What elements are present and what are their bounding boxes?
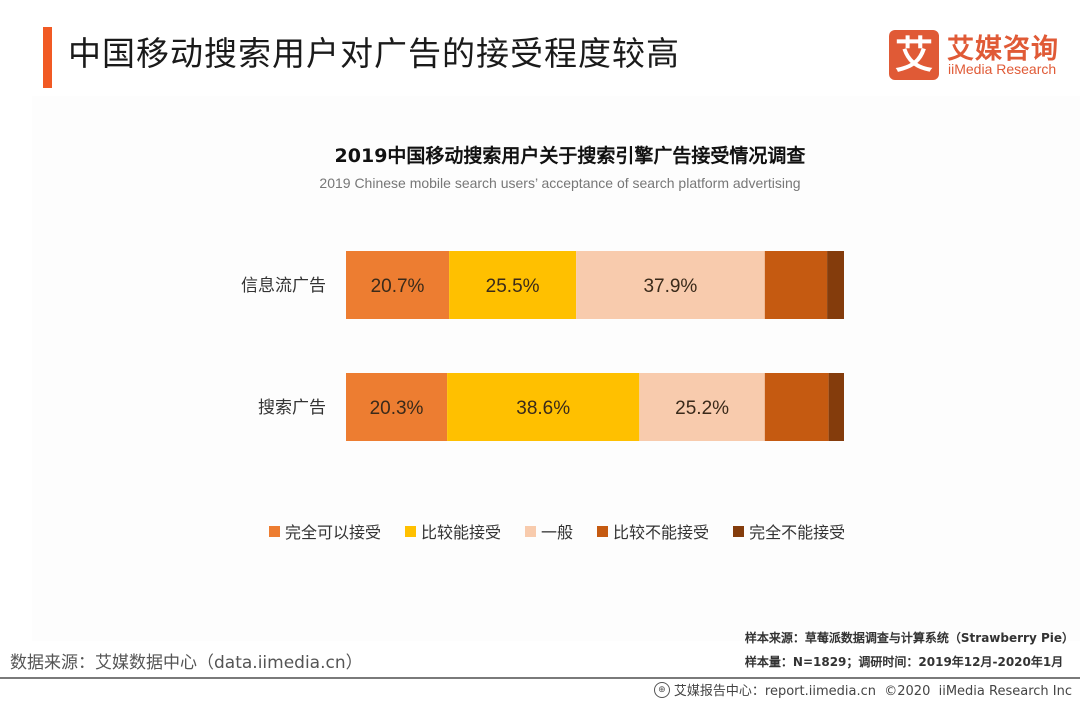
legend-label: 比较不能接受 [613,523,710,542]
bar-segment [827,251,844,319]
logo-mark-icon: 艾 [889,30,939,80]
legend-swatch [733,525,745,537]
data-label: 20.7% [371,276,425,297]
legend-label: 比较能接受 [421,523,502,542]
bar-segment [447,373,640,441]
data-label: 25.2% [675,398,729,419]
legend-item: 比较不能接受 [597,519,709,543]
legend-item: 比较能接受 [405,519,501,543]
bar-segment [828,373,844,441]
data-label: 38.6% [516,398,570,419]
bar-segment [449,251,577,319]
legend-swatch [597,525,609,537]
logo-name-cn: 艾媒咨询 [947,34,1059,65]
data-source: 数据来源：艾媒数据中心（data.iimedia.cn） [10,653,363,673]
legend-item: 完全可以接受 [269,519,381,543]
sample-info: 样本来源：草莓派数据调查与计算系统（Strawberry Pie） 样本量：N=… [745,626,1074,674]
legend-swatch [525,525,537,537]
bar-segment [346,251,450,319]
footer-divider [0,677,1080,679]
category-label: 信息流广告 [241,276,326,296]
footer: ⊕ 艾媒报告中心：report.iimedia.cn ©2020 iiMedia… [653,680,1072,699]
data-label: 20.3% [370,398,424,419]
bar-segment [764,251,828,319]
bar-segment [764,373,829,441]
legend-item: 一般 [525,519,573,543]
bar-segment [576,251,765,319]
globe-icon: ⊕ [653,681,670,698]
chart-legend: 完全可以接受 比较能接受 一般 比较不能接受 完全不能接受 [269,519,845,543]
data-label: 25.5% [486,276,540,297]
bar-segment [639,373,765,441]
chart-panel [32,96,1080,641]
title-accent-bar [43,27,52,88]
chart-subtitle: 2019 Chinese mobile search users’ accept… [319,175,801,191]
sample-source: 样本来源：草莓派数据调查与计算系统（Strawberry Pie） [744,631,1074,645]
logo-name-en: iiMedia Research [948,61,1057,77]
legend-label: 完全可以接受 [285,523,382,542]
chart-title: 2019中国移动搜索用户关于搜索引擎广告接受情况调查 [334,145,806,167]
legend-label: 一般 [541,523,574,542]
legend-swatch [405,525,417,537]
page-title: 中国移动搜索用户对广告的接受程度较高 [68,34,680,73]
data-label: 37.9% [643,276,697,297]
legend-label: 完全不能接受 [749,523,846,542]
legend-item: 完全不能接受 [733,519,845,543]
category-label: 搜索广告 [258,398,326,418]
bar-segment [346,373,448,441]
sample-size: 样本量：N=1829；调研时间：2019年12月-2020年1月 [744,655,1064,669]
legend-swatch [269,525,280,537]
footer-text: 艾媒报告中心：report.iimedia.cn ©2020 iiMedia R… [673,684,1072,699]
iimedia-logo: 艾 艾媒咨询 iiMedia Research [889,30,1069,82]
